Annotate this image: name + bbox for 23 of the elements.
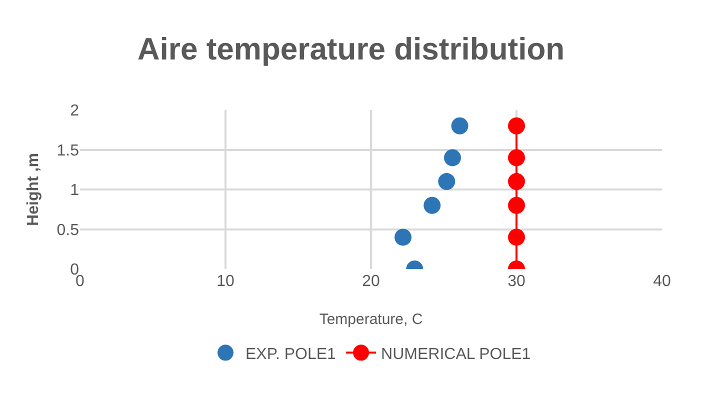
y-tick-label: 2: [70, 102, 80, 120]
y-tick-label: 1.5: [56, 142, 80, 160]
point: [424, 196, 441, 214]
x-tick-label: 20: [362, 273, 380, 290]
point: [444, 149, 461, 166]
chart-title: Aire temperature distribution: [137, 31, 565, 66]
y-tick-label: 0.5: [56, 222, 80, 239]
x-tick-label: 10: [216, 273, 234, 290]
legend-label: NUMERICAL POLE1: [381, 346, 531, 363]
point: [508, 228, 525, 246]
point: [438, 173, 456, 190]
point: [508, 149, 525, 166]
x-axis-title: Temperature, C: [319, 311, 423, 328]
point: [451, 117, 468, 134]
y-axis-title: Height ,m: [25, 153, 42, 226]
x-tick-label: 30: [508, 273, 526, 290]
x-tick-label: 40: [653, 273, 671, 290]
y-tick-label: 1: [70, 182, 80, 200]
point: [508, 117, 525, 134]
point: [508, 196, 525, 214]
legend-label: EXP. POLE1: [246, 346, 336, 363]
point: [394, 228, 412, 246]
point: [508, 173, 525, 190]
